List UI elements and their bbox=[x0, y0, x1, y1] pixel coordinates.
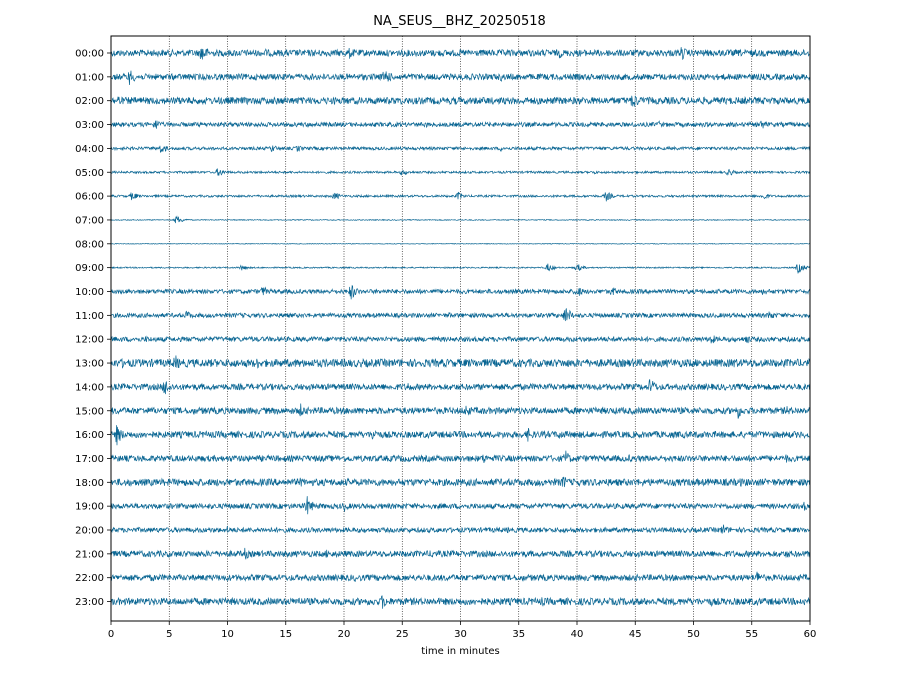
x-tick-label: 55 bbox=[745, 629, 758, 640]
y-tick-label: 00:00 bbox=[75, 49, 104, 60]
x-tick-label: 0 bbox=[108, 629, 114, 640]
y-tick-label: 21:00 bbox=[75, 549, 104, 560]
trace-row bbox=[110, 47, 811, 61]
trace-row bbox=[110, 70, 811, 86]
x-tick-label: 50 bbox=[687, 629, 700, 640]
x-tick-label: 10 bbox=[221, 629, 234, 640]
y-tick-label: 13:00 bbox=[75, 359, 104, 370]
trace-row bbox=[110, 308, 811, 322]
y-tick-label: 04:00 bbox=[75, 144, 104, 155]
x-tick-label: 25 bbox=[396, 629, 409, 640]
y-tick-label: 07:00 bbox=[75, 215, 104, 226]
trace-row bbox=[110, 242, 811, 245]
trace-row bbox=[110, 335, 811, 344]
y-tick-label: 08:00 bbox=[75, 239, 104, 250]
trace-row bbox=[110, 215, 811, 224]
x-tick-label: 45 bbox=[629, 629, 642, 640]
y-tick-label: 02:00 bbox=[75, 96, 104, 107]
trace-row bbox=[110, 379, 811, 395]
x-tick-label: 60 bbox=[804, 629, 817, 640]
y-tick-labels: 00:00 01:00 02:00 03:00 04:00 05:00 06:00 07:00… bbox=[75, 49, 111, 608]
y-tick-label: 23:00 bbox=[75, 597, 104, 608]
y-tick-label: 19:00 bbox=[75, 502, 104, 513]
seismic-traces bbox=[110, 47, 811, 609]
trace-row bbox=[110, 145, 811, 153]
x-tick-label: 15 bbox=[279, 629, 292, 640]
y-tick-label: 06:00 bbox=[75, 192, 104, 203]
trace-row bbox=[110, 476, 811, 488]
y-tick-label: 20:00 bbox=[75, 526, 104, 537]
trace-row bbox=[110, 571, 811, 582]
x-tick-label: 35 bbox=[512, 629, 525, 640]
y-tick-label: 15:00 bbox=[75, 406, 104, 417]
y-tick-label: 11:00 bbox=[75, 311, 104, 322]
y-tick-label: 01:00 bbox=[75, 72, 104, 83]
x-tick-labels: 0 5 10 15 20 25 30 35 40 45 50 55 60 bbox=[108, 621, 817, 640]
y-tick-label: 22:00 bbox=[75, 573, 104, 584]
trace-row bbox=[110, 595, 811, 609]
trace-row bbox=[110, 496, 811, 515]
y-tick-label: 09:00 bbox=[75, 263, 104, 274]
x-axis-label: time in minutes bbox=[421, 646, 500, 657]
grid-lines bbox=[168, 36, 753, 621]
trace-row bbox=[110, 191, 811, 202]
y-tick-label: 18:00 bbox=[75, 478, 104, 489]
trace-row bbox=[110, 120, 811, 129]
y-tick-label: 16:00 bbox=[75, 430, 104, 441]
trace-row bbox=[110, 263, 811, 275]
y-tick-label: 14:00 bbox=[75, 382, 104, 393]
chart-title: NA_SEUS__BHZ_20250518 bbox=[373, 14, 546, 29]
y-tick-label: 10:00 bbox=[75, 287, 104, 298]
x-tick-label: 40 bbox=[571, 629, 584, 640]
trace-row bbox=[110, 524, 811, 534]
trace-row bbox=[110, 425, 811, 446]
y-tick-label: 17:00 bbox=[75, 454, 104, 465]
y-tick-label: 05:00 bbox=[75, 168, 104, 179]
x-tick-label: 5 bbox=[166, 629, 172, 640]
trace-row bbox=[110, 168, 811, 176]
trace-row bbox=[110, 355, 811, 369]
x-tick-label: 20 bbox=[338, 629, 351, 640]
y-tick-label: 12:00 bbox=[75, 335, 104, 346]
trace-row bbox=[110, 403, 811, 419]
trace-row bbox=[110, 547, 811, 560]
trace-row bbox=[110, 450, 811, 464]
trace-row bbox=[110, 284, 811, 300]
y-tick-label: 03:00 bbox=[75, 120, 104, 131]
x-tick-label: 30 bbox=[454, 629, 467, 640]
trace-row bbox=[110, 95, 811, 107]
